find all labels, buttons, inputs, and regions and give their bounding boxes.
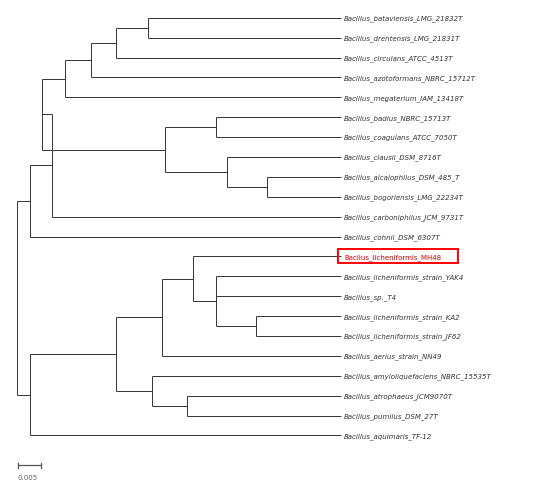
Text: Bacillus_amyloliquefaciens_NBRC_15535T: Bacillus_amyloliquefaciens_NBRC_15535T xyxy=(344,373,492,379)
Text: Bacillus_alcalophilus_DSM_485_T: Bacillus_alcalophilus_DSM_485_T xyxy=(344,174,460,181)
Text: Bacillus_licheniformis_strain_KA2: Bacillus_licheniformis_strain_KA2 xyxy=(344,313,461,320)
Text: Bacillus_badius_NBRC_15713T: Bacillus_badius_NBRC_15713T xyxy=(344,115,451,122)
Text: Bacillus_sp._T4: Bacillus_sp._T4 xyxy=(344,293,397,300)
Text: Bacillus_circulans_ATCC_4513T: Bacillus_circulans_ATCC_4513T xyxy=(344,55,454,62)
Text: Bacillus_drentensis_LMG_21831T: Bacillus_drentensis_LMG_21831T xyxy=(344,35,460,42)
Text: Bacilus_licheniformis_MH48: Bacilus_licheniformis_MH48 xyxy=(344,254,441,260)
Text: Bacillus_atrophaeus_JCM9070T: Bacillus_atrophaeus_JCM9070T xyxy=(344,392,453,399)
Text: Bacillus_aerius_strain_NN49: Bacillus_aerius_strain_NN49 xyxy=(344,353,442,360)
Text: Bacillus_coagulans_ATCC_7050T: Bacillus_coagulans_ATCC_7050T xyxy=(344,135,458,141)
Text: Bacillus_carboniphilus_JCM_9731T: Bacillus_carboniphilus_JCM_9731T xyxy=(344,214,464,221)
Text: Bacillus_bogoriensis_LMG_22234T: Bacillus_bogoriensis_LMG_22234T xyxy=(344,194,464,201)
Text: Bacillus_licheniformis_strain_YAK4: Bacillus_licheniformis_strain_YAK4 xyxy=(344,273,464,280)
Text: Bacillus_licheniformis_strain_JF62: Bacillus_licheniformis_strain_JF62 xyxy=(344,333,462,340)
Text: Bacillus_megaterium_IAM_13418T: Bacillus_megaterium_IAM_13418T xyxy=(344,95,464,102)
Text: Bacillus_bataviensis_LMG_21832T: Bacillus_bataviensis_LMG_21832T xyxy=(344,15,463,22)
Text: Bacillus_azotoformans_NBRC_15712T: Bacillus_azotoformans_NBRC_15712T xyxy=(344,75,476,81)
Text: 0.005: 0.005 xyxy=(18,474,38,480)
Text: Bacillus_aquimaris_TF-12: Bacillus_aquimaris_TF-12 xyxy=(344,432,432,439)
Text: Bacillus_pumilus_DSM_27T: Bacillus_pumilus_DSM_27T xyxy=(344,412,438,419)
Text: Bacillus_cohnii_DSM_6307T: Bacillus_cohnii_DSM_6307T xyxy=(344,234,441,241)
Text: Bacillus_clausii_DSM_8716T: Bacillus_clausii_DSM_8716T xyxy=(344,154,442,161)
